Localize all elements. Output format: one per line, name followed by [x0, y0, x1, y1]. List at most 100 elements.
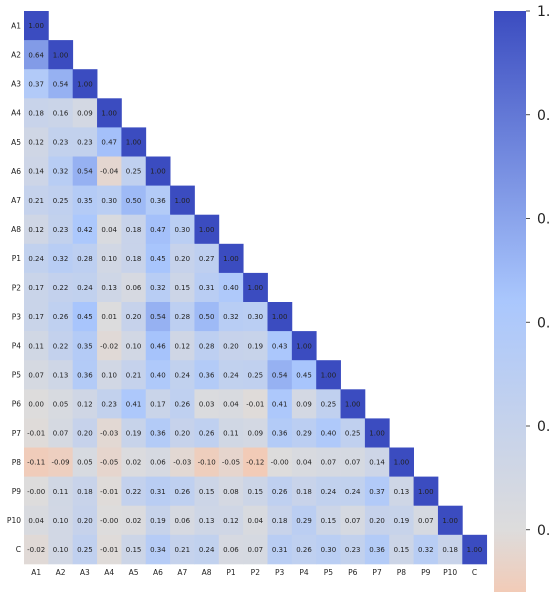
heatmap-cell — [121, 243, 147, 274]
cell-value-label: 0.25 — [126, 168, 142, 176]
cell-value-label: 0.24 — [345, 488, 361, 496]
cell-value-label: 0.18 — [77, 488, 93, 496]
cell-value-label: 0.19 — [394, 517, 410, 525]
heatmap-cell — [72, 185, 98, 216]
heatmap-cell — [121, 302, 147, 332]
cell-value-label: -0.00 — [100, 517, 118, 525]
heatmap-cell — [194, 447, 220, 477]
cell-value-label: 0.07 — [345, 517, 361, 525]
heatmap-cell — [48, 214, 74, 245]
heatmap-cell — [267, 505, 293, 536]
heatmap-cell — [48, 418, 74, 448]
cell-value-label: 0.37 — [369, 488, 385, 496]
cell-value-label: 0.22 — [53, 284, 69, 292]
heatmap-cell — [97, 505, 122, 536]
heatmap-cell — [145, 302, 171, 332]
heatmap-cell — [437, 505, 463, 536]
y-tick-label: A2 — [11, 50, 21, 59]
cell-value-label: 0.20 — [77, 430, 93, 438]
cell-value-label: 0.36 — [369, 546, 385, 554]
heatmap-cell — [72, 476, 98, 507]
heatmap-cell — [121, 127, 147, 157]
heatmap-cell — [97, 243, 122, 274]
heatmap-cell — [24, 127, 49, 157]
cell-value-label: -0.01 — [100, 546, 118, 554]
cell-value-label: 0.18 — [442, 546, 458, 554]
cell-value-label: 0.25 — [77, 546, 93, 554]
heatmap-cell — [267, 476, 293, 507]
heatmap-cell — [218, 476, 244, 507]
cell-value-label: 0.09 — [296, 400, 312, 408]
cell-value-label: 0.41 — [126, 400, 142, 408]
y-tick-label: P7 — [12, 429, 22, 438]
cell-value-label: 1.00 — [467, 546, 483, 554]
heatmap-cell — [145, 214, 171, 245]
heatmap-cell — [121, 389, 147, 419]
cell-value-label: 1.00 — [345, 400, 361, 408]
cell-value-label: 0.41 — [272, 400, 288, 408]
cell-value-label: 1.00 — [369, 430, 385, 438]
heatmap-cell — [267, 418, 293, 448]
cell-value-label: 0.14 — [369, 459, 385, 467]
x-tick-label: P10 — [443, 568, 457, 577]
cell-value-label: 0.54 — [150, 313, 166, 321]
cell-value-label: 0.20 — [126, 313, 142, 321]
heatmap-cell — [364, 534, 390, 565]
heatmap-cell — [97, 98, 122, 128]
heatmap-cell — [24, 389, 49, 419]
x-tick-label: A1 — [31, 568, 41, 577]
heatmap-cell — [97, 185, 122, 216]
cell-value-label: 0.36 — [199, 371, 215, 379]
cell-value-label: 0.25 — [345, 430, 361, 438]
cell-value-label: 0.06 — [126, 284, 142, 292]
heatmap-cell — [72, 156, 98, 186]
cell-value-label: 0.32 — [150, 284, 166, 292]
cell-value-label: 0.45 — [77, 313, 93, 321]
cell-value-label: 0.24 — [77, 284, 93, 292]
heatmap-cell — [389, 534, 414, 565]
x-tick-label: C — [472, 568, 477, 577]
cell-value-label: 0.24 — [223, 371, 239, 379]
cell-value-label: 0.29 — [296, 430, 312, 438]
heatmap-cell — [48, 447, 74, 477]
cell-value-label: 1.00 — [174, 197, 190, 205]
colorbar-tick-label: 0.6 — [537, 212, 550, 228]
heatmap-cell — [170, 534, 195, 565]
cell-value-label: -0.03 — [100, 430, 118, 438]
heatmap-cell — [291, 534, 317, 565]
heatmap-cell — [364, 476, 390, 507]
heatmap-cell — [413, 505, 439, 536]
heatmap-cell — [170, 360, 195, 390]
heatmap-cell — [243, 447, 268, 477]
y-tick-label: A1 — [11, 21, 21, 30]
heatmap-cell — [121, 447, 147, 477]
colorbar-tick-label: 1.0 — [537, 4, 550, 20]
cell-value-label: 0.47 — [101, 139, 117, 147]
cell-value-label: 0.04 — [296, 459, 312, 467]
heatmap-cell — [48, 360, 74, 390]
cell-value-label: 0.04 — [28, 517, 44, 525]
cell-value-label: 0.18 — [126, 226, 142, 234]
heatmap-cell — [243, 534, 268, 565]
cell-value-label: 0.07 — [248, 546, 264, 554]
heatmap-cell — [364, 505, 390, 536]
cell-value-label: -0.01 — [27, 430, 45, 438]
cell-value-label: -0.03 — [173, 459, 191, 467]
cell-value-label: 0.23 — [345, 546, 361, 554]
heatmap-cell — [340, 418, 366, 448]
heatmap-cell — [24, 98, 49, 128]
heatmap-cell — [364, 418, 390, 448]
heatmap-cell — [170, 476, 195, 507]
heatmap-cell — [24, 331, 49, 361]
cell-value-label: 0.25 — [53, 197, 69, 205]
cell-value-label: 0.20 — [174, 255, 190, 263]
cell-value-label: 0.06 — [150, 459, 166, 467]
heatmap-cell — [24, 505, 49, 536]
heatmap-cell — [267, 360, 293, 390]
cell-value-label: 0.46 — [150, 342, 166, 350]
cell-value-label: 1.00 — [223, 255, 239, 263]
cell-value-label: 0.37 — [28, 80, 44, 88]
heatmap-cell — [97, 272, 122, 303]
heatmap-cell — [194, 272, 220, 303]
cell-value-label: 0.18 — [272, 517, 288, 525]
